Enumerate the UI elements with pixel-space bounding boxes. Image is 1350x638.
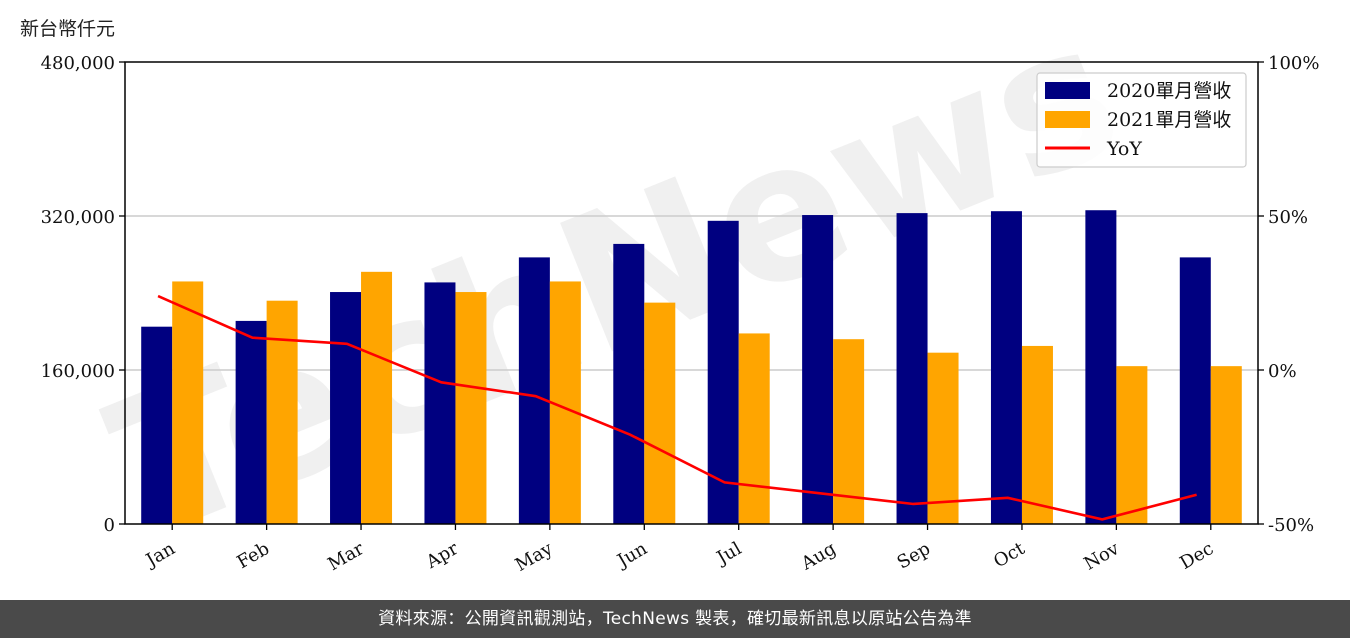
bar-2021 [361,271,393,524]
bar-2020 [141,326,173,524]
legend-swatch [1045,111,1090,128]
y-left-tick-label: 160,000 [41,361,115,382]
bar-2020 [613,243,645,524]
yoy-line [157,294,1197,521]
legend-label: 2020單月營收 [1107,80,1231,102]
y-left-tick-label: 480,000 [41,53,115,74]
bar-2020 [896,213,928,525]
bar-2021 [927,352,959,524]
x-tick-label: Dec [1176,538,1217,574]
bar-2021 [266,300,298,524]
y-axis-unit-label: 新台幣仟元 [20,18,116,40]
x-tick-label: May [512,538,557,576]
y-right-tick-label: -50% [1268,515,1314,536]
x-tick-label: Nov [1081,538,1124,575]
bar-2020 [235,320,267,524]
legend-label: YoY [1106,138,1142,160]
bar-2020 [1179,257,1211,524]
revenue-chart: TechNews0160,000320,000480,000-50%0%50%1… [41,0,1320,580]
bar-2021 [644,302,676,524]
plot-frame [124,61,1259,525]
x-tick-label: Mar [324,538,368,575]
y-right-tick-label: 50% [1268,207,1308,228]
bar-2021 [455,292,487,524]
y-right-tick-label: 0% [1268,361,1297,382]
x-tick-label: Apr [422,538,462,573]
x-tick-label: Sep [894,538,934,573]
y-right-tick-label: 100% [1268,53,1319,74]
x-tick-label: Jul [712,538,746,570]
bar-2021 [1116,366,1148,524]
bar-2021 [738,333,770,524]
footer-source-note: 資料來源：公開資訊觀測站，TechNews 製表，確切最新訊息以原站公告為準 [0,600,1350,638]
y-left-tick-label: 0 [104,515,115,536]
bar-2021 [172,281,204,524]
bar-2020 [707,220,739,524]
bar-2020 [802,215,834,524]
bar-2020 [424,282,456,524]
bar-2020 [1085,210,1117,524]
bar-2020 [330,292,362,524]
x-tick-label: Aug [797,538,840,575]
bar-2020 [990,211,1022,524]
legend-swatch [1045,82,1090,99]
bar-2020 [518,257,550,524]
bar-2021 [1210,366,1242,524]
legend-label: 2021單月營收 [1107,109,1231,131]
x-tick-label: Oct [990,538,1029,573]
y-left-tick-label: 320,000 [41,207,115,228]
bar-2021 [833,339,865,524]
x-tick-label: Jun [612,538,651,573]
bar-2021 [1021,345,1053,524]
